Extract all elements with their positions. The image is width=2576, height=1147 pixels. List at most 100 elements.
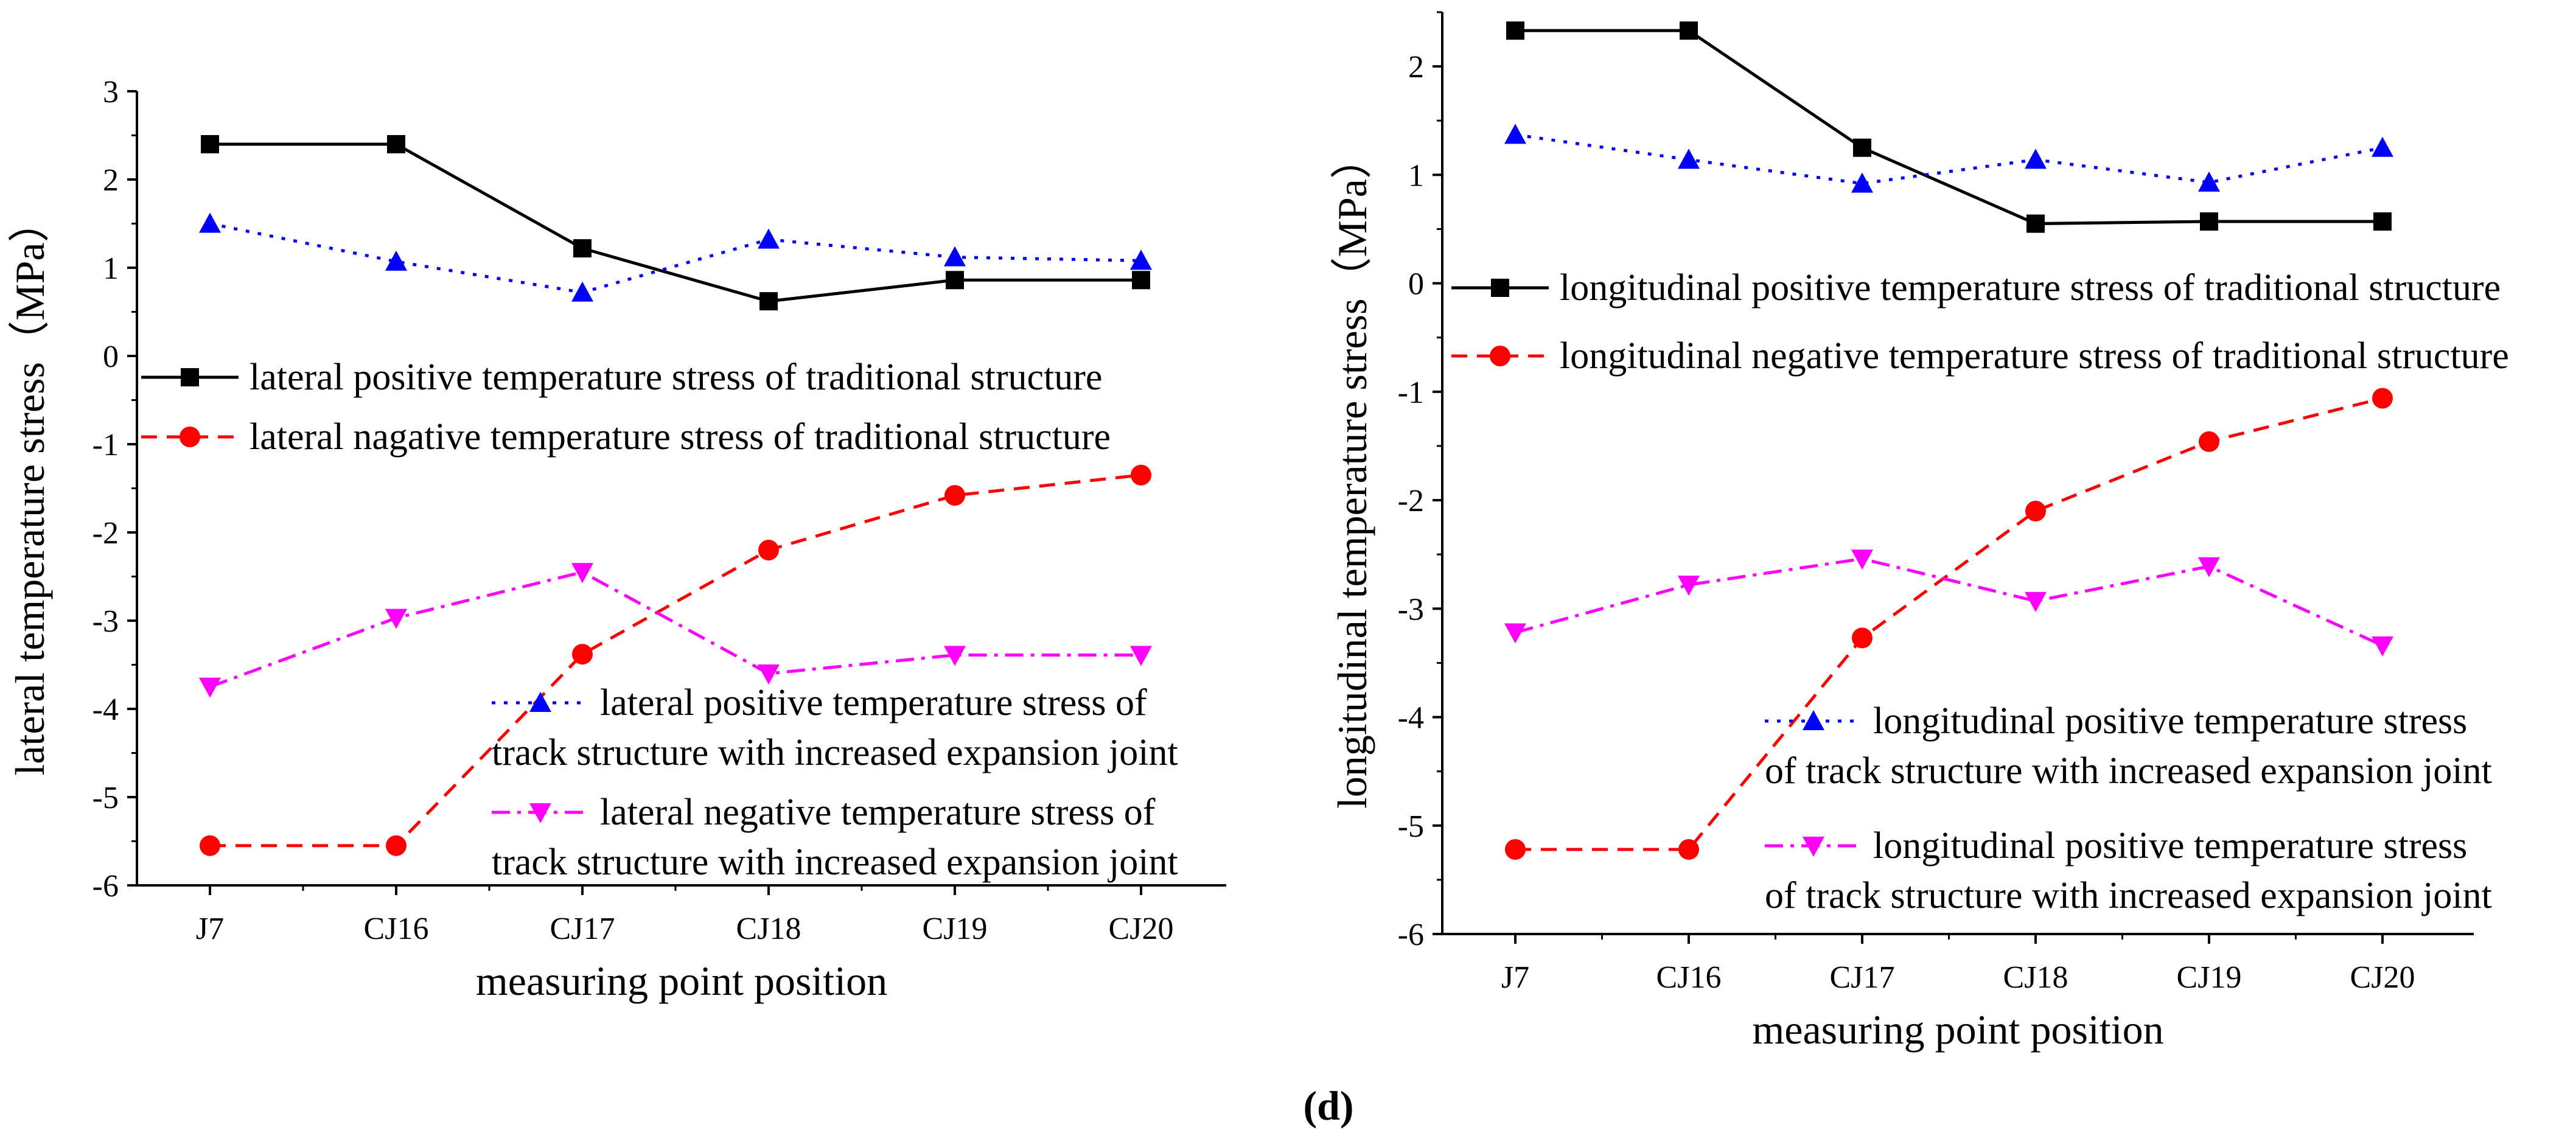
data-point <box>1505 838 1526 860</box>
series-1 <box>200 464 1151 856</box>
x-axis-title: measuring point position <box>1752 1006 2163 1053</box>
y-tick-label: 2 <box>1408 50 1424 85</box>
data-point <box>1132 271 1150 290</box>
data-point <box>1130 646 1152 666</box>
data-point <box>758 540 779 560</box>
legend-marker <box>529 803 551 823</box>
x-tick-label: CJ16 <box>1656 960 1722 995</box>
data-point <box>572 644 593 665</box>
y-tick-label: 1 <box>103 251 119 286</box>
y-tick-label: 2 <box>103 163 119 198</box>
y-tick-label: -1 <box>92 428 119 462</box>
data-point <box>387 135 405 153</box>
legend-text: longitudinal positive temperature stress… <box>1560 267 2501 309</box>
series-line <box>209 570 1141 689</box>
data-point <box>944 246 966 267</box>
series-2 <box>199 212 1152 302</box>
legend-text: lateral positive temperature stress of t… <box>250 357 1102 398</box>
series-3 <box>1504 549 2393 657</box>
y-axis-title: longitudinal temperature stress（MPa） <box>1329 138 1375 809</box>
data-point <box>1853 138 1871 157</box>
data-point <box>1506 21 1524 40</box>
y-tick-label: -2 <box>92 516 119 551</box>
data-point <box>385 608 407 629</box>
x-tick-label: CJ17 <box>1830 960 1895 995</box>
series-line <box>1515 397 2383 851</box>
x-tick-label: J7 <box>1501 960 1529 995</box>
legend-marker <box>1803 710 1824 730</box>
lateral-stress-chart: -6 -5 -4 -3 -2 -1 0 1 2 3 J7 CJ16 CJ17 CJ18 CJ19 CJ20 me… <box>7 75 1226 1004</box>
data-point <box>2372 388 2393 409</box>
y-tick-label: -3 <box>92 604 119 639</box>
data-point <box>2373 212 2392 231</box>
x-tick-label: CJ18 <box>2003 960 2068 995</box>
y-tick-label: 0 <box>103 340 119 374</box>
legend-marker <box>180 427 200 447</box>
data-point <box>200 835 220 856</box>
series-line <box>210 473 1142 848</box>
legend-text: track structure with increased expansion… <box>492 732 1178 773</box>
legend-text: longitudinal negative temperature stress… <box>1560 335 2509 377</box>
legend-text: longitudinal positive temperature stress <box>1873 700 2467 742</box>
data-point <box>1131 464 1151 486</box>
data-point <box>2025 148 2047 169</box>
x-tick-label: J7 <box>196 912 224 946</box>
x-axis-title: measuring point position <box>476 958 887 1004</box>
series-3 <box>199 563 1152 698</box>
data-point <box>2372 136 2393 157</box>
data-point <box>1851 549 1873 570</box>
data-point <box>386 835 407 856</box>
data-point <box>758 664 780 685</box>
data-point <box>1504 124 1526 144</box>
data-point <box>759 292 778 311</box>
x-tick-label: CJ20 <box>2350 960 2415 995</box>
legend-text: lateral negative temperature stress of <box>600 792 1156 833</box>
y-tick-label: 1 <box>1408 158 1424 193</box>
legend-marker <box>529 692 551 712</box>
x-tick-label: CJ19 <box>2177 960 2242 995</box>
data-point <box>758 228 780 249</box>
y-tick-label: -5 <box>1398 809 1424 844</box>
data-point <box>2026 214 2045 233</box>
y-tick-label: 3 <box>103 75 119 110</box>
series-1 <box>1505 388 2393 860</box>
series-0 <box>1506 21 2392 233</box>
data-point <box>199 212 221 233</box>
series-line <box>1515 557 2384 647</box>
legend-marker <box>181 368 199 386</box>
x-tick-label: CJ20 <box>1109 912 1174 946</box>
y-tick-label: -3 <box>1398 592 1424 627</box>
y-tick-label: -6 <box>1398 918 1424 952</box>
data-point <box>1678 838 1699 860</box>
y-tick-label: 0 <box>1408 267 1424 302</box>
series-line <box>209 222 1142 295</box>
data-point <box>944 485 965 506</box>
data-point <box>1680 21 1698 40</box>
data-point <box>2372 636 2393 657</box>
legend-text: track structure with increased expansion… <box>492 842 1178 883</box>
y-tick-label: -4 <box>1398 701 1424 736</box>
data-point <box>571 281 593 302</box>
data-point <box>1504 623 1526 644</box>
series-2 <box>1504 124 2393 193</box>
y-tick-label: -5 <box>92 781 119 815</box>
data-point <box>2025 591 2047 612</box>
data-point <box>571 563 593 584</box>
data-point <box>946 271 964 290</box>
series-line <box>1515 29 2382 226</box>
data-point <box>385 250 407 271</box>
data-point <box>1130 249 1152 270</box>
y-tick-label: -2 <box>1398 484 1424 518</box>
series-0 <box>201 135 1150 311</box>
data-point <box>1678 148 1700 169</box>
x-tick-label: CJ17 <box>550 912 615 946</box>
series-line <box>210 142 1141 303</box>
legend-text: lateral positive temperature stress of <box>600 682 1147 723</box>
data-point <box>573 239 592 258</box>
longitudinal-stress-chart: -6 -5 -4 -3 -2 -1 0 1 2 J7 CJ16 CJ17 CJ18 CJ19 CJ20 mea… <box>1329 11 2509 1053</box>
data-point <box>1678 576 1700 596</box>
y-tick-label: -6 <box>92 869 119 904</box>
data-point <box>2200 212 2218 231</box>
legend-marker <box>1491 279 1509 297</box>
